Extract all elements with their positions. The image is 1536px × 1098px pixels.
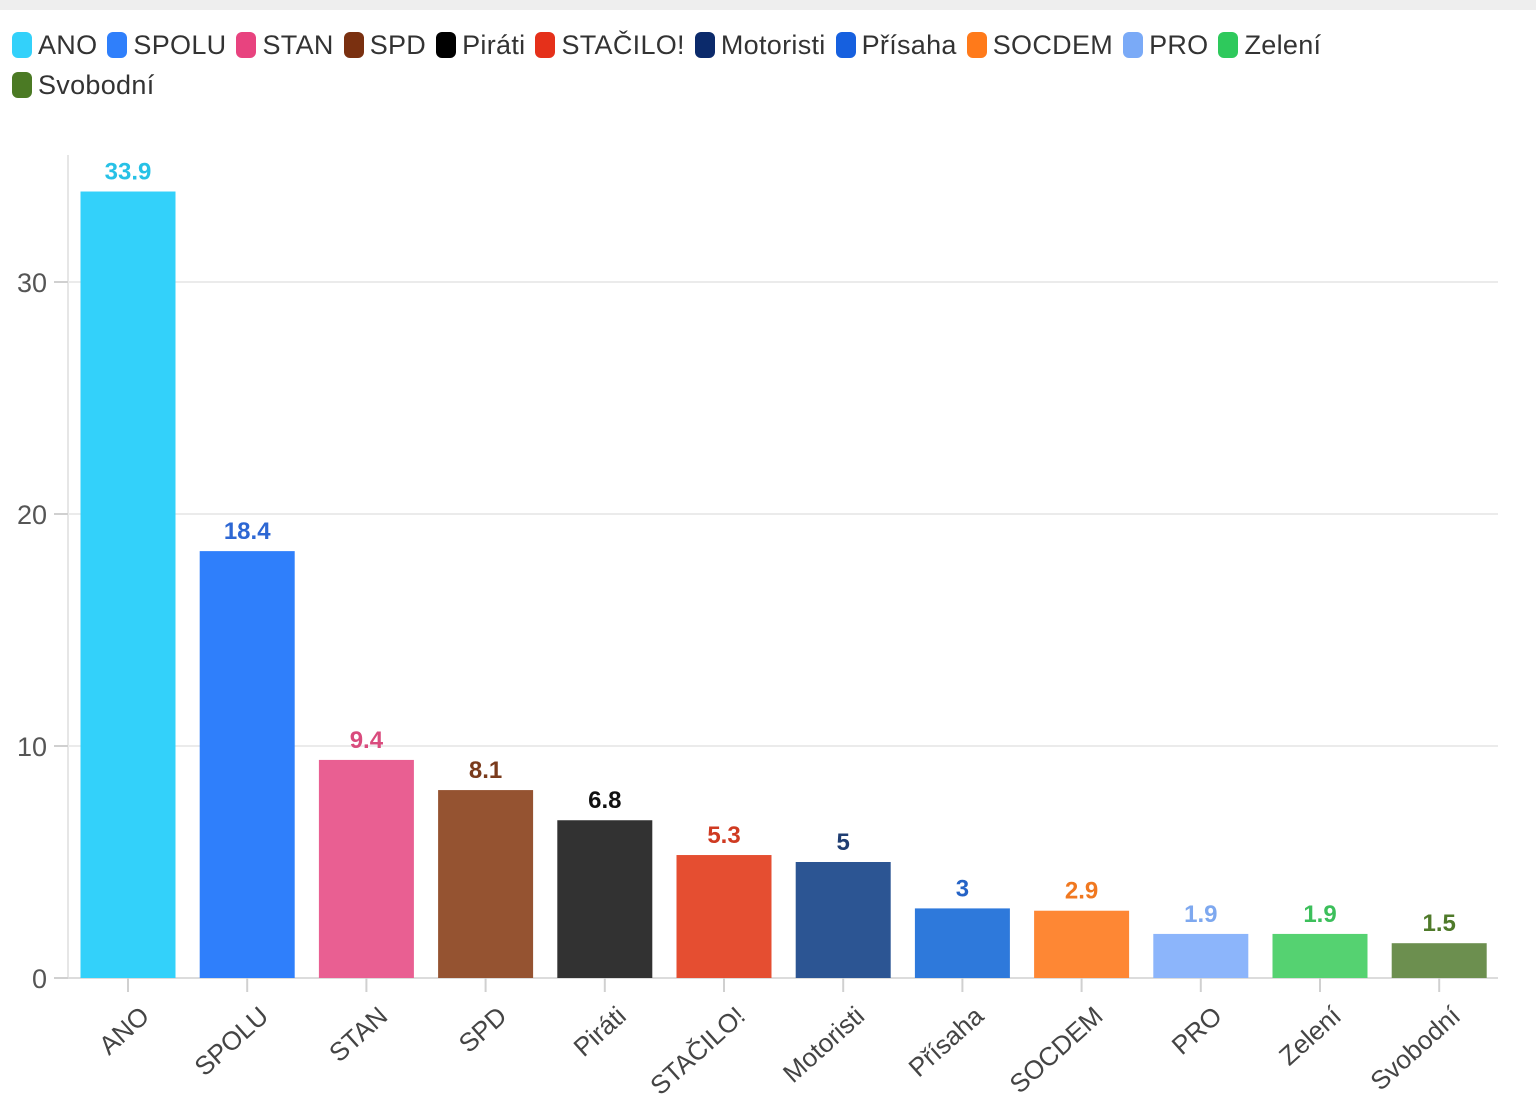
x-tick-label: Motoristi xyxy=(777,1000,870,1088)
y-tick-label: 20 xyxy=(17,500,47,530)
bar xyxy=(557,820,653,978)
legend-swatch xyxy=(107,32,128,58)
legend-swatch xyxy=(966,32,987,58)
bar-value-label: 1.9 xyxy=(1303,901,1336,928)
bar-value-label: 3 xyxy=(956,875,969,902)
bar xyxy=(1034,910,1130,978)
x-tick-label: PRO xyxy=(1166,1000,1228,1060)
legend-label: Svobodní xyxy=(38,69,155,100)
legend-item: STAČILO! xyxy=(535,29,685,60)
legend-item: ANO xyxy=(12,29,98,60)
legend-item: Piráti xyxy=(436,29,526,60)
bar xyxy=(1391,943,1487,978)
x-tick-label: Svobodní xyxy=(1364,1000,1466,1096)
bar xyxy=(676,855,772,978)
legend-label: Motoristi xyxy=(720,29,826,60)
legend-item: SPD xyxy=(343,29,427,60)
legend-label: SPD xyxy=(369,29,427,60)
legend-label: Zelení xyxy=(1244,29,1322,60)
legend-item: Zelení xyxy=(1218,29,1322,60)
bar xyxy=(438,790,534,978)
legend-item: Přísaha xyxy=(835,29,957,60)
x-tick-label: STAČILO! xyxy=(644,1000,751,1098)
legend-swatch xyxy=(236,32,257,58)
bar-value-label: 18.4 xyxy=(224,518,271,545)
legend-label: STAČILO! xyxy=(561,29,685,60)
bar-value-label: 9.4 xyxy=(350,727,384,754)
legend-item: PRO xyxy=(1123,29,1209,60)
bar xyxy=(199,551,295,978)
bar xyxy=(318,759,414,978)
x-tick-label: SPD xyxy=(453,1000,513,1058)
y-tick-label: 30 xyxy=(17,268,47,298)
bar-value-label: 1.9 xyxy=(1184,901,1217,928)
bar xyxy=(1272,933,1368,978)
legend-item: STAN xyxy=(236,29,334,60)
legend-item: SPOLU xyxy=(107,29,227,60)
legend-swatch xyxy=(835,32,856,58)
legend-label: STAN xyxy=(262,29,334,60)
bar xyxy=(1153,933,1249,978)
x-tick-label: Piráti xyxy=(568,1000,632,1062)
legend-swatch xyxy=(535,32,556,58)
bar-value-label: 2.9 xyxy=(1065,878,1098,905)
bar-value-label: 6.8 xyxy=(588,787,621,814)
legend-swatch xyxy=(12,72,32,98)
bar xyxy=(914,908,1010,978)
y-tick-label: 0 xyxy=(32,964,47,994)
legend-label: PRO xyxy=(1149,29,1209,60)
legend-label: SPOLU xyxy=(133,29,227,60)
bar-value-label: 1.5 xyxy=(1423,910,1456,937)
legend-swatch xyxy=(343,32,364,58)
legend-swatch xyxy=(694,32,715,58)
legend-item: Svobodní xyxy=(12,69,155,100)
legend: ANO SPOLU STAN SPD Piráti STAČILO! Motoristi Př… xyxy=(12,29,1412,100)
bar-value-label: 5 xyxy=(837,829,850,856)
legend-swatch xyxy=(1218,32,1239,58)
legend-swatch xyxy=(12,32,32,58)
x-tick-label: Přísaha xyxy=(903,1000,990,1083)
y-tick-label: 10 xyxy=(17,732,47,762)
x-tick-label: ANO xyxy=(93,1000,155,1060)
legend-label: ANO xyxy=(38,29,98,60)
legend-swatch xyxy=(436,32,457,58)
legend-label: Přísaha xyxy=(861,29,957,60)
bar-value-label: 5.3 xyxy=(707,822,740,849)
x-tick-label: SPOLU xyxy=(188,1000,274,1081)
x-tick-label: SOCDEM xyxy=(1004,1000,1109,1098)
legend-item: Motoristi xyxy=(694,29,826,60)
bar xyxy=(795,862,891,978)
legend-item: SOCDEM xyxy=(966,29,1114,60)
bar xyxy=(80,191,176,978)
legend-swatch xyxy=(1123,32,1144,58)
bar-value-label: 33.9 xyxy=(105,159,152,186)
top-strip xyxy=(0,0,1536,10)
x-tick-label: Zelení xyxy=(1273,1000,1347,1071)
bar-value-label: 8.1 xyxy=(469,757,502,784)
legend-label: Piráti xyxy=(462,29,526,60)
legend-label: SOCDEM xyxy=(992,29,1114,60)
x-tick-label: STAN xyxy=(323,1000,393,1067)
